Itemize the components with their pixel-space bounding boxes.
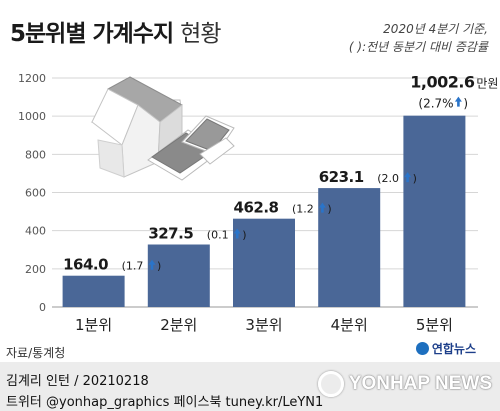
y-tick-label: 600	[25, 187, 46, 200]
author-credit: 김계리 인턴 / 20210218	[6, 374, 149, 389]
data-label: 462.8	[234, 199, 279, 217]
data-label: 164.0	[63, 256, 108, 274]
data-source: 자료/통계청	[6, 346, 66, 360]
y-tick-label: 1000	[18, 110, 46, 123]
social-handles: 트위터 @yonhap_graphics 페이스북 tuney.kr/LeYN1	[6, 395, 324, 410]
data-label: 623.1	[319, 168, 364, 186]
up-arrow-icon	[404, 172, 412, 183]
yonhap-logo-text: 연합뉴스	[431, 342, 476, 356]
x-tick-label: 2분위	[160, 316, 197, 334]
unit-label: 만원	[476, 77, 498, 91]
change-label-close: )	[157, 260, 161, 273]
change-label-close: )	[463, 97, 468, 111]
chart-note-legend: ( ):전년 동분기 대비 증감률	[348, 40, 488, 54]
change-label-close: )	[413, 172, 417, 185]
chart-title: 5분위별 가계수지 현황	[10, 14, 221, 48]
x-tick-label: 4분위	[331, 316, 368, 334]
bar	[403, 115, 466, 307]
y-tick-label: 0	[39, 301, 46, 314]
data-label-group: 1,002.6 만원 (2.7%)	[410, 73, 498, 111]
chart-title-sub: 현황	[180, 21, 221, 47]
change-label-close: )	[327, 203, 331, 216]
change-label: (2.0	[377, 172, 399, 185]
data-label-group: 462.8 (1.2)	[234, 199, 332, 217]
up-arrow-icon	[318, 202, 326, 213]
up-arrow-icon	[148, 259, 156, 270]
bar	[318, 188, 381, 307]
bar	[147, 244, 210, 307]
change-label: (2.7%	[418, 97, 453, 111]
data-label-group: 623.1 (2.0)	[319, 168, 417, 186]
y-tick-label: 200	[25, 263, 46, 276]
chart-title-main: 5분위별 가계수지	[10, 21, 174, 47]
y-tick-label: 400	[25, 225, 46, 238]
change-label: (1.7	[122, 260, 144, 273]
watermark: YONHAP NEWS	[317, 371, 492, 397]
house-illustration	[90, 76, 235, 181]
bar	[233, 218, 295, 307]
x-tick-label: 1분위	[75, 316, 112, 334]
x-tick-label: 5분위	[416, 316, 453, 334]
change-label-close: )	[242, 229, 246, 242]
data-label: 1,002.6	[410, 73, 475, 92]
y-tick-label: 800	[25, 148, 46, 161]
change-label: (0.1	[207, 229, 229, 242]
x-tick-label: 3분위	[245, 316, 282, 334]
bar	[62, 275, 125, 307]
y-tick-label: 1200	[18, 72, 46, 85]
watermark-text: YONHAP NEWS	[348, 373, 492, 394]
up-arrow-icon	[233, 228, 241, 239]
up-arrow-icon	[454, 96, 462, 107]
change-label: (1.2	[292, 203, 314, 216]
data-label: 327.5	[148, 225, 193, 243]
yonhap-logo: 연합뉴스	[415, 340, 476, 357]
footer-bar: 김계리 인턴 / 20210218 트위터 @yonhap_graphics 페…	[0, 362, 500, 411]
yonhap-emblem-icon	[317, 371, 344, 397]
data-label-group: 327.5 (0.1)	[148, 225, 246, 243]
yonhap-logo-icon	[415, 342, 429, 355]
data-label-group: 164.0 (1.7)	[63, 256, 161, 274]
chart-note-basis: 2020년 4분기 기준,	[383, 22, 488, 36]
